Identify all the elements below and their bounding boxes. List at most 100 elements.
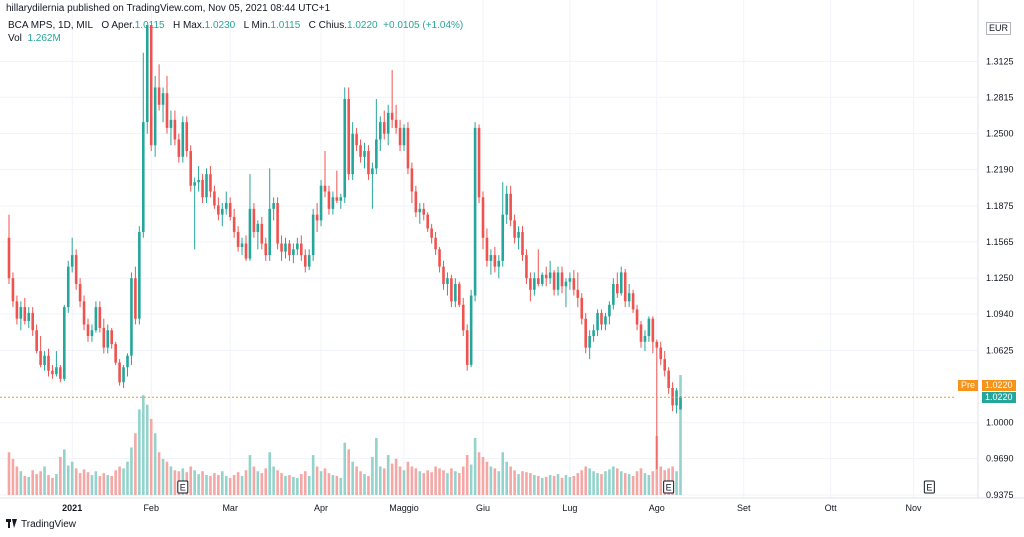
volume-bar (375, 437, 378, 495)
candle (564, 278, 568, 308)
candle (339, 193, 343, 209)
candle-body (521, 231, 524, 256)
candle (525, 249, 528, 284)
candle-body (426, 214, 429, 229)
price-tick-label: 1.2190 (986, 165, 1014, 175)
candle (86, 318, 90, 342)
candle (667, 367, 670, 394)
candle-body (386, 112, 390, 134)
candle (623, 268, 627, 308)
earnings-marker-box (177, 480, 189, 494)
volume-bar (572, 475, 576, 495)
volume-bar (284, 475, 287, 495)
volume-bar (319, 471, 323, 495)
candle (422, 203, 426, 221)
candle-body (442, 266, 445, 284)
price-tick-label: 1.3125 (986, 56, 1014, 66)
candle-body (461, 304, 465, 331)
candle-body (465, 330, 469, 365)
candle-body (39, 351, 42, 365)
candle (114, 341, 117, 365)
candle-body (114, 344, 117, 363)
candle-body (402, 127, 406, 146)
candle-body (655, 341, 659, 348)
candle-body (331, 197, 335, 209)
candle-body (533, 278, 536, 290)
candle (82, 295, 86, 331)
candle-body (315, 214, 319, 221)
candle (513, 214, 516, 244)
volume-bar (248, 455, 252, 495)
candle-body (268, 208, 271, 256)
volume-bar (596, 473, 599, 495)
candle (284, 237, 287, 259)
candle-body (627, 293, 631, 302)
price-tick-label: 1.1875 (986, 201, 1014, 211)
candle (359, 139, 362, 163)
candle-body (86, 324, 90, 337)
candle (145, 25, 149, 134)
candle (477, 124, 481, 204)
candle (315, 203, 319, 232)
candle (224, 191, 228, 215)
volume-bar (303, 471, 307, 495)
volume-bar (189, 466, 192, 495)
candle-body (157, 87, 161, 105)
candle-body (517, 231, 520, 238)
price-tick-label: 1.0000 (986, 418, 1014, 428)
price-tick-label: 1.0940 (986, 309, 1014, 319)
volume-bar (288, 475, 291, 495)
candle-body (537, 278, 540, 284)
candle (643, 330, 647, 352)
candle (19, 301, 23, 331)
volume-bar (35, 474, 38, 495)
candle-body (501, 214, 505, 261)
candle (651, 316, 655, 354)
volume-bar (94, 471, 98, 495)
volume-bar (165, 461, 169, 495)
candle-body (303, 255, 307, 267)
volume-bar (513, 470, 516, 495)
volume-bar (635, 471, 639, 495)
volume-bar (458, 473, 461, 495)
candle (244, 235, 248, 261)
candle (588, 330, 591, 360)
time-tick-label: Maggio (389, 503, 419, 513)
price-tick-label: 1.1250 (986, 273, 1014, 283)
volume-bar (157, 452, 161, 495)
candle-body (647, 318, 651, 337)
volume-bar (481, 456, 485, 495)
candle (236, 226, 240, 252)
candle-body (540, 274, 544, 284)
candle (307, 249, 311, 271)
tradingview-brand[interactable]: TradingView (6, 519, 76, 530)
candle-body (236, 231, 240, 247)
candle-body (228, 203, 232, 217)
volume-bar (23, 475, 27, 495)
volume-bar (529, 473, 532, 495)
last-price-tag: 1.0220 (982, 392, 1016, 403)
candle (509, 185, 512, 227)
currency-button[interactable]: EUR (986, 22, 1012, 35)
candle (74, 249, 78, 290)
candle-body (473, 127, 477, 296)
candle-body (556, 272, 560, 290)
candle-body (66, 266, 70, 308)
volume-bar (592, 471, 595, 495)
candle-body (651, 318, 655, 342)
candle (142, 52, 145, 238)
candle (161, 87, 165, 123)
time-axis-ticks: 2021 Feb Mar Apr Maggio Giu Lug Ago Set Ott Nov (62, 503, 922, 513)
candle (94, 301, 98, 333)
volume-bar (509, 466, 512, 495)
volume-bar (651, 471, 655, 495)
candle (501, 182, 505, 267)
candle (130, 272, 133, 365)
candle-body (422, 208, 426, 215)
volume-bar (675, 471, 678, 495)
volume-bar (27, 476, 31, 495)
volume-bar (422, 473, 426, 495)
candle-body (169, 119, 173, 128)
candle (264, 237, 268, 261)
